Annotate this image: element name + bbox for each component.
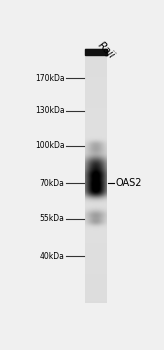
Text: OAS2: OAS2	[115, 178, 142, 189]
Text: 70kDa: 70kDa	[40, 179, 64, 188]
Text: 55kDa: 55kDa	[40, 214, 64, 223]
Text: Raji: Raji	[96, 40, 117, 61]
Text: 40kDa: 40kDa	[40, 252, 64, 261]
Text: 100kDa: 100kDa	[35, 141, 64, 150]
Bar	[85, 49, 107, 55]
Text: 130kDa: 130kDa	[35, 106, 64, 115]
Text: 170kDa: 170kDa	[35, 74, 64, 83]
